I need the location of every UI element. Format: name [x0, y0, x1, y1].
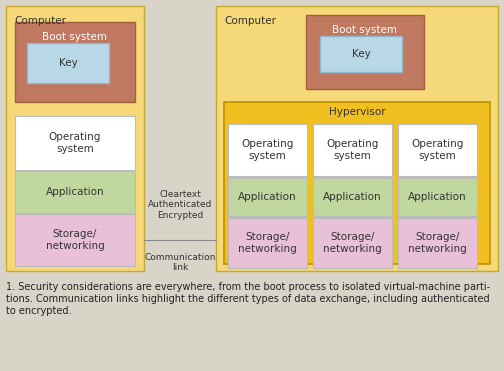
Bar: [27, 43, 109, 83]
Bar: [228, 218, 307, 268]
Bar: [398, 218, 477, 268]
Bar: [398, 178, 477, 216]
Text: Application: Application: [238, 192, 297, 202]
Bar: [15, 214, 135, 266]
Bar: [313, 178, 392, 216]
Text: Storage/
networking: Storage/ networking: [46, 229, 104, 251]
Bar: [15, 171, 135, 213]
Text: Storage/
networking: Storage/ networking: [408, 232, 467, 254]
Text: Communication
link: Communication link: [144, 253, 216, 272]
Bar: [216, 6, 498, 271]
Bar: [224, 102, 490, 264]
Bar: [306, 15, 424, 89]
Text: Application: Application: [46, 187, 104, 197]
Bar: [313, 124, 392, 176]
Text: Key: Key: [58, 58, 78, 68]
Text: Key: Key: [352, 49, 370, 59]
Text: to encrypted.: to encrypted.: [6, 306, 72, 316]
Text: 1. Security considerations are everywhere, from the boot process to isolated vir: 1. Security considerations are everywher…: [6, 282, 490, 292]
Text: tions. Communication links highlight the different types of data exchange, inclu: tions. Communication links highlight the…: [6, 294, 489, 304]
Text: Computer: Computer: [14, 16, 66, 26]
Text: Storage/
networking: Storage/ networking: [323, 232, 382, 254]
Bar: [320, 36, 402, 72]
Text: Computer: Computer: [224, 16, 276, 26]
Text: Hypervisor: Hypervisor: [329, 107, 386, 117]
Text: Operating
system: Operating system: [411, 139, 464, 161]
Bar: [313, 218, 392, 268]
Bar: [6, 6, 144, 271]
Bar: [15, 22, 135, 102]
Text: Operating
system: Operating system: [241, 139, 294, 161]
Text: Cleartext
Authenticated
Encrypted: Cleartext Authenticated Encrypted: [148, 190, 212, 220]
Bar: [15, 116, 135, 170]
Bar: [398, 124, 477, 176]
Text: Boot system: Boot system: [333, 25, 398, 35]
Text: Operating
system: Operating system: [326, 139, 379, 161]
Text: Operating
system: Operating system: [49, 132, 101, 154]
Bar: [228, 124, 307, 176]
Text: Boot system: Boot system: [42, 32, 107, 42]
Text: Application: Application: [408, 192, 467, 202]
Text: Application: Application: [323, 192, 382, 202]
Text: Storage/
networking: Storage/ networking: [238, 232, 297, 254]
Bar: [228, 178, 307, 216]
